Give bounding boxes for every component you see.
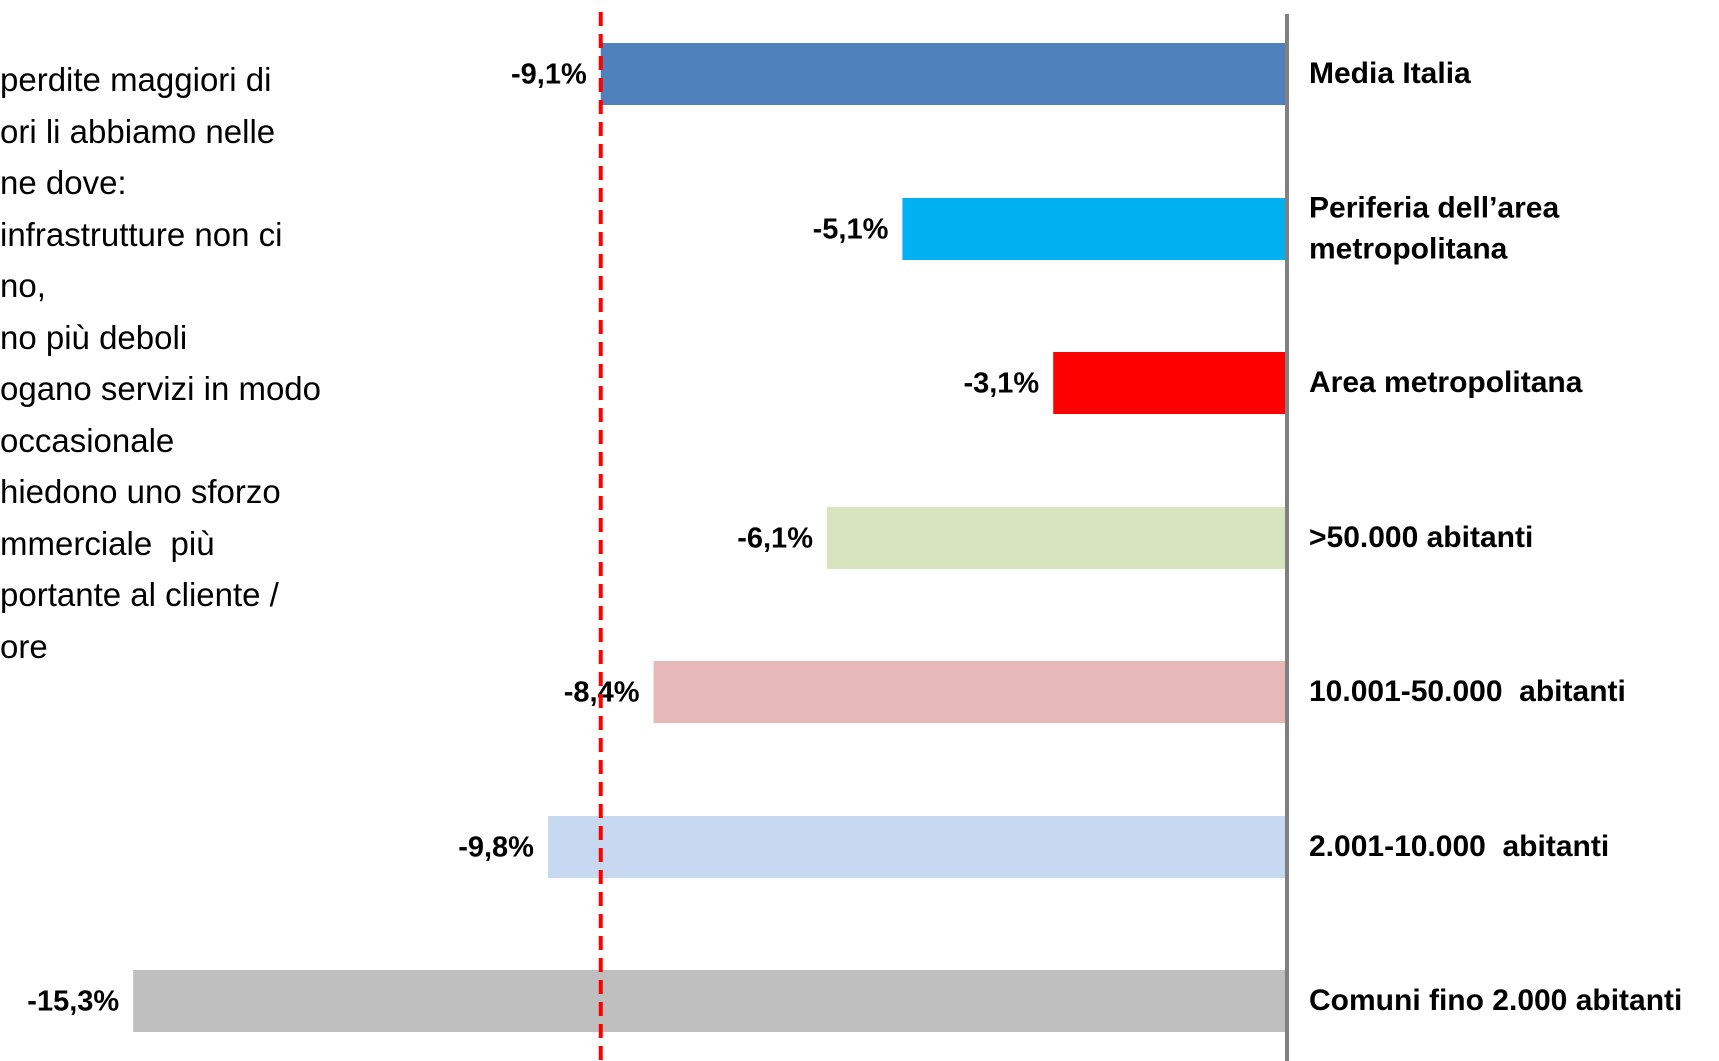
annotation-line: hiedono uno sforzo	[0, 473, 281, 510]
bar	[547, 816, 1287, 878]
bar	[902, 198, 1287, 260]
annotation-line: ogano servizi in modo	[0, 370, 322, 407]
category-label: Comuni fino 2.000 abitanti	[1309, 983, 1683, 1017]
annotation-line: perdite maggiori di	[0, 61, 272, 98]
value-label: -5,1%	[813, 214, 889, 246]
value-label: -6,1%	[737, 523, 813, 555]
category-label: Media Italia	[1309, 56, 1471, 90]
bar	[653, 661, 1287, 723]
annotation-line: occasionale	[0, 421, 175, 459]
category-label: >50.000 abitanti	[1309, 520, 1534, 554]
bar	[133, 970, 1288, 1032]
bar	[826, 507, 1287, 569]
annotation-line: no,	[0, 267, 46, 304]
category-label: 2.001-10.000 abitanti	[1309, 829, 1610, 863]
annotation-line: ore	[0, 627, 48, 665]
annotation-line: mmerciale più	[0, 524, 215, 562]
bar	[600, 43, 1287, 105]
bar	[1053, 352, 1287, 414]
annotation-line: ne dove:	[0, 164, 127, 201]
value-label: -15,3%	[27, 986, 119, 1018]
annotation-line: infrastrutture non ci	[0, 215, 283, 253]
category-label: 10.001-50.000 abitanti	[1309, 674, 1626, 708]
value-label: -3,1%	[963, 368, 1039, 400]
value-label: -9,8%	[458, 832, 534, 864]
value-label: -9,1%	[511, 59, 587, 91]
annotation-line: portante al cliente /	[0, 576, 279, 613]
annotation-line: no più deboli	[0, 318, 188, 356]
category-label: Area metropolitana	[1309, 365, 1583, 399]
category-label: Periferia dell’area metropolitana	[1309, 191, 1560, 266]
annotation-line: ori li abbiamo nelle	[0, 112, 276, 150]
